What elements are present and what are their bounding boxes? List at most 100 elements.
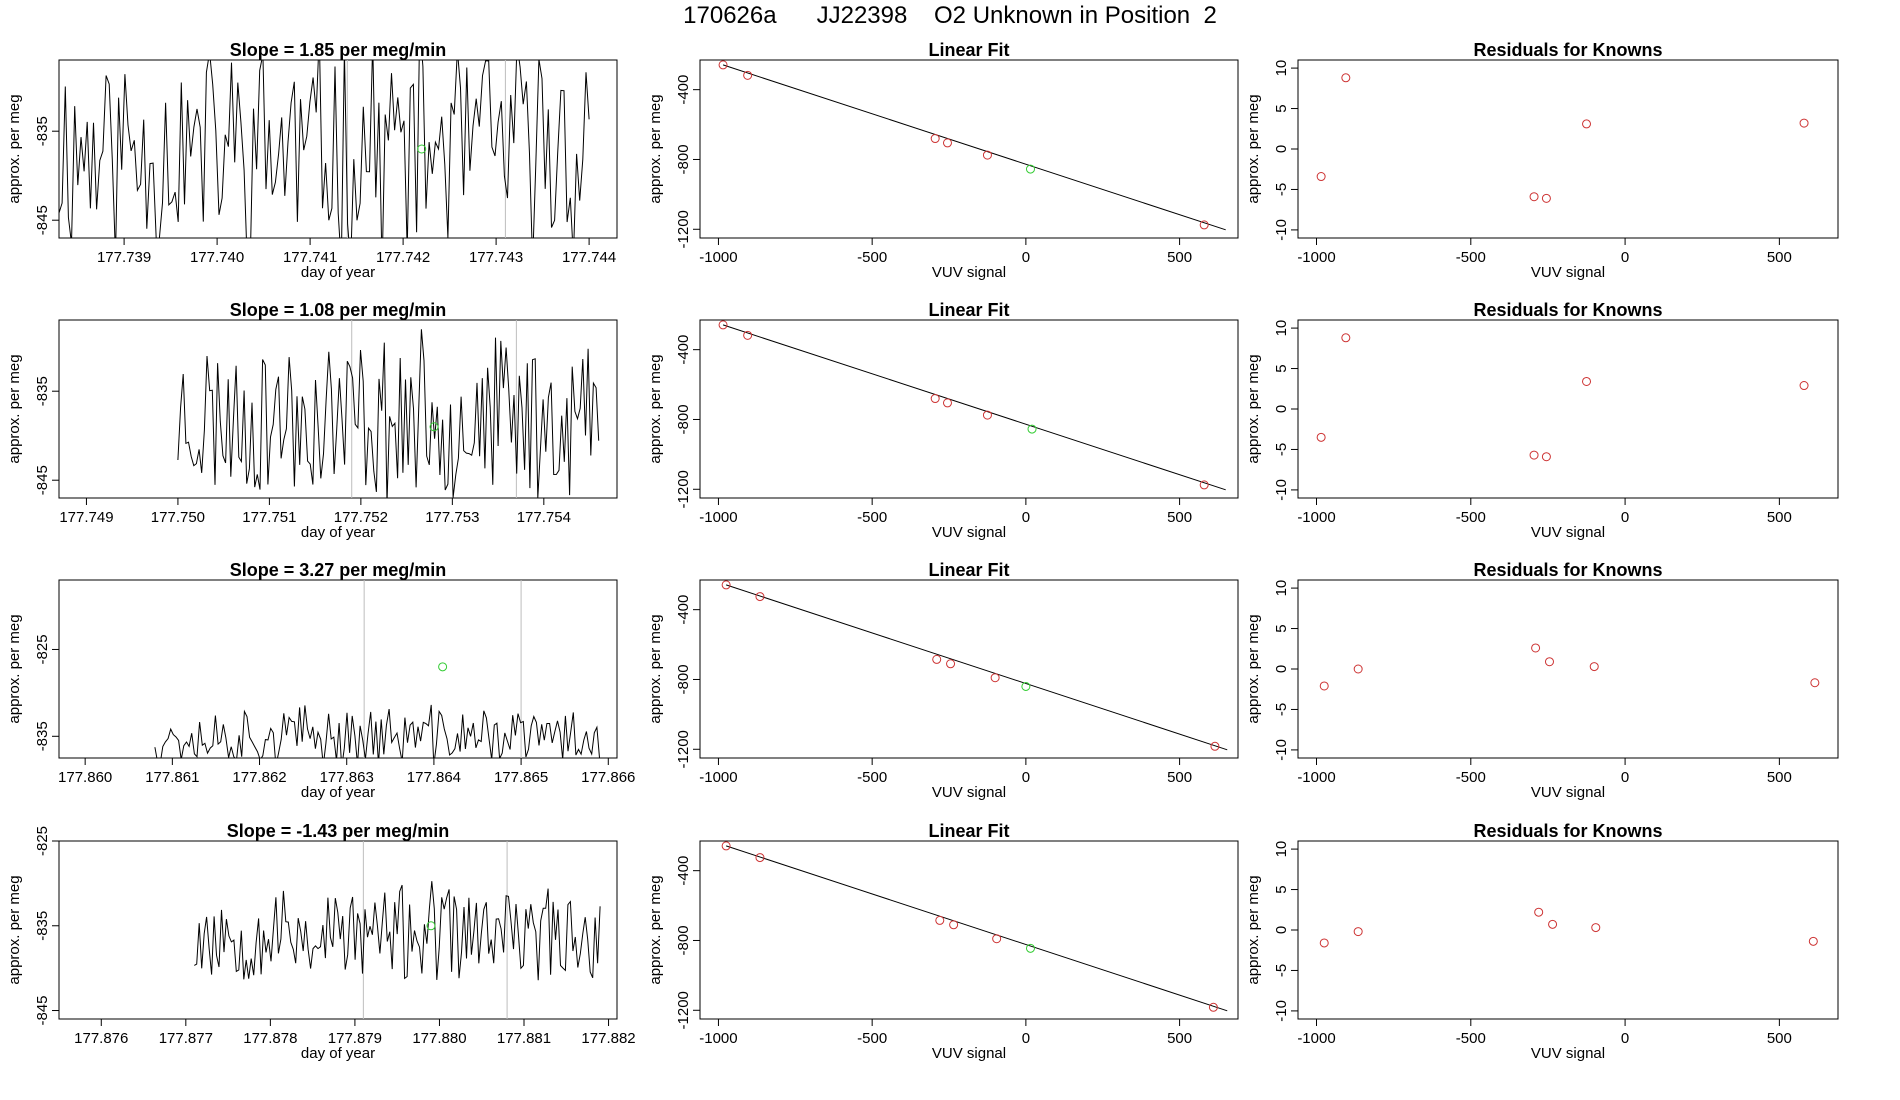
residual-point (1319, 681, 1329, 691)
residual-point (1582, 119, 1592, 129)
known-point (1208, 1002, 1218, 1012)
x-tick-label: 177.742 (376, 249, 430, 266)
x-tick-label: 177.879 (328, 1030, 382, 1047)
x-tick-label: 177.864 (407, 769, 461, 786)
x-tick-label: 177.744 (562, 249, 616, 266)
plot-frame (1297, 59, 1839, 239)
residual-point (1316, 432, 1326, 442)
x-tick-label: 500 (1167, 509, 1192, 526)
residual-point (1353, 927, 1363, 937)
y-tick-label: -1200 (675, 730, 692, 768)
x-tick-label: 177.752 (334, 509, 388, 526)
panel-title: Linear Fit (928, 560, 1009, 580)
x-tick-label: -1000 (699, 509, 737, 526)
residuals-panel-4: Residuals for Knowns -1000 -500 0 500 10 5 0 -5 -… (1245, 821, 1839, 1062)
y-tick-label: -1200 (675, 470, 692, 508)
x-tick-label: 177.753 (425, 509, 479, 526)
x-tick-label: 177.741 (283, 249, 337, 266)
x-tick-label: -500 (857, 249, 887, 266)
y-axis-label: approx. per meg (6, 354, 23, 463)
x-tick-label: -1000 (1297, 769, 1335, 786)
known-point (982, 410, 992, 420)
plot-frame (58, 319, 618, 499)
y-tick-label: -400 (675, 856, 692, 886)
known-point (743, 70, 753, 80)
known-point (992, 934, 1002, 944)
plot-area (1316, 73, 1809, 203)
y-axis-label: approx. per meg (1245, 875, 1262, 984)
unknown-point (1025, 164, 1035, 174)
x-tick-label: 0 (1621, 249, 1629, 266)
y-tick-label: -825 (34, 826, 51, 856)
plot-frame (699, 319, 1239, 499)
x-tick-label: 500 (1767, 509, 1792, 526)
residual-point (1810, 678, 1820, 688)
y-tick-label: -10 (1273, 219, 1290, 241)
x-tick-label: 500 (1167, 249, 1192, 266)
x-tick-label: 500 (1767, 1030, 1792, 1047)
plot-area (59, 60, 590, 238)
y-tick-label: -5 (1273, 964, 1290, 977)
known-point (721, 580, 731, 590)
y-tick-label: 10 (1273, 580, 1290, 597)
residual-point (1529, 192, 1539, 202)
y-axis-label: approx. per meg (6, 94, 23, 203)
y-axis-label: approx. per meg (647, 354, 664, 463)
plot-area (718, 320, 1226, 491)
x-tick-label: -500 (1456, 1030, 1486, 1047)
unknown-point (417, 144, 427, 154)
y-tick-label: -5 (1273, 703, 1290, 716)
known-point (990, 673, 1000, 683)
x-tick-label: 177.740 (190, 249, 244, 266)
page-title: 170626a JJ22398 O2 Unknown in Position 2 (683, 2, 1217, 29)
panel-title: Slope = 1.85 per meg/min (230, 40, 447, 60)
x-axis-label: VUV signal (932, 784, 1006, 801)
fit-line (725, 845, 1228, 1012)
y-axis-label: approx. per meg (1245, 614, 1262, 723)
residual-point (1316, 172, 1326, 182)
plot-area (177, 320, 600, 498)
y-tick-label: -835 (34, 721, 51, 751)
known-point (743, 330, 753, 340)
known-point (935, 915, 945, 925)
y-tick-label: -1200 (675, 210, 692, 248)
y-tick-label: -400 (675, 335, 692, 365)
x-axis-label: VUV signal (932, 524, 1006, 541)
y-tick-label: 0 (1273, 145, 1290, 153)
y-axis-label: approx. per meg (6, 875, 23, 984)
x-tick-label: 177.863 (320, 769, 374, 786)
x-axis-label: day of year (301, 524, 375, 541)
plot-frame (58, 579, 618, 759)
plot-frame (58, 59, 618, 239)
known-point (982, 150, 992, 160)
plot-area (721, 580, 1228, 751)
x-tick-label: 0 (1022, 1030, 1030, 1047)
x-axis-label: VUV signal (1531, 264, 1605, 281)
residual-point (1319, 938, 1329, 948)
x-tick-label: -500 (857, 769, 887, 786)
x-tick-label: -1000 (1297, 249, 1335, 266)
y-axis-label: approx. per meg (647, 875, 664, 984)
timeseries-panel-4: Slope = -1.43 per meg/min 177.876 177.877 1… (6, 821, 636, 1062)
y-tick-label: -800 (675, 664, 692, 694)
y-axis-label: approx. per meg (1245, 354, 1262, 463)
x-tick-label: 0 (1022, 509, 1030, 526)
known-point (1210, 741, 1220, 751)
plot-area (1316, 333, 1809, 462)
y-tick-label: -800 (675, 925, 692, 955)
unknown-point (426, 921, 436, 931)
residual-point (1548, 919, 1558, 929)
x-tick-label: -500 (1456, 249, 1486, 266)
y-tick-label: -400 (675, 75, 692, 105)
residual-point (1541, 452, 1551, 462)
unknown-point (1025, 943, 1035, 953)
x-tick-label: -1000 (699, 1030, 737, 1047)
known-point (942, 138, 952, 148)
x-tick-label: 177.878 (243, 1030, 297, 1047)
x-tick-label: 177.743 (469, 249, 523, 266)
x-tick-label: 500 (1167, 1030, 1192, 1047)
y-tick-label: -845 (34, 996, 51, 1026)
y-tick-label: 5 (1273, 104, 1290, 112)
linear_fit-panel-4: Linear Fit -1000 -500 0 500 -400 -800 -1200 VUV … (647, 821, 1239, 1062)
x-tick-label: 177.880 (412, 1030, 466, 1047)
